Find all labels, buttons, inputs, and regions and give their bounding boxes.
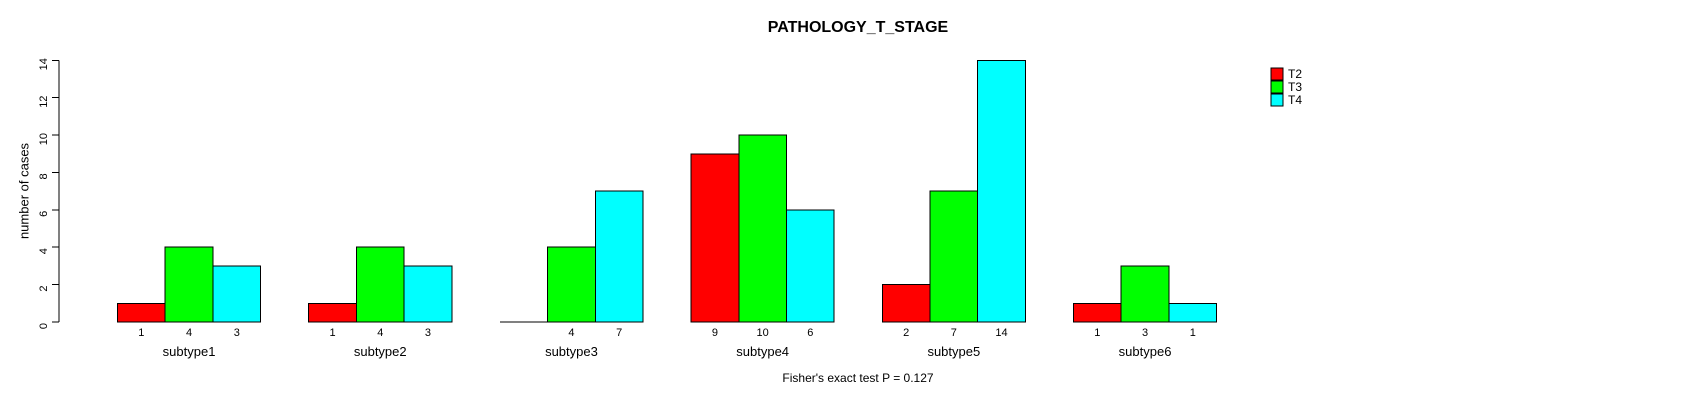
bar-value-label: 3 — [1142, 327, 1148, 339]
bar-t4-subtype2 — [403, 265, 453, 323]
bar-t3-subtype2 — [355, 246, 405, 323]
bar-value-label: 14 — [995, 327, 1007, 339]
chart-title: PATHOLOGY_T_STAGE — [767, 19, 949, 36]
category-label-subtype3: subtype3 — [545, 344, 598, 359]
bar-value-label: 6 — [807, 327, 813, 339]
bar-t3-subtype4 — [738, 134, 787, 323]
bar-value-label: 1 — [1190, 327, 1196, 339]
bar-t3-subtype6 — [1120, 265, 1170, 323]
bar-value-label: 4 — [568, 327, 574, 339]
legend-label-t3: T3 — [1288, 80, 1302, 94]
bar-t2-subtype5 — [881, 284, 931, 323]
bar-t2-subtype4 — [690, 153, 740, 323]
category-label-subtype5: subtype5 — [927, 344, 980, 359]
bar-value-label: 4 — [377, 327, 383, 339]
fisher-test-annotation: Fisher's exact test P = 0.127 — [782, 371, 934, 385]
bar-value-label: 3 — [425, 327, 431, 339]
bar-t2-subtype1 — [117, 302, 166, 323]
category-label-subtype6: subtype6 — [1119, 344, 1172, 359]
bar-value-label: 2 — [903, 327, 909, 339]
bar-value-label: 7 — [616, 327, 622, 339]
y-tick-label: 14 — [38, 58, 50, 70]
legend-label-t2: T2 — [1288, 67, 1302, 81]
bar-t4-subtype4 — [786, 209, 835, 323]
bar-t4-subtype3 — [594, 190, 644, 323]
bar-t3-subtype3 — [547, 246, 596, 323]
y-tick-label: 10 — [38, 133, 50, 145]
bar-value-label: 1 — [329, 327, 335, 339]
category-label-subtype2: subtype2 — [354, 344, 407, 359]
legend-swatch-t2 — [1270, 67, 1284, 81]
legend-label-t4: T4 — [1288, 93, 1302, 107]
bar-value-label: 10 — [757, 327, 769, 339]
category-label-subtype4: subtype4 — [736, 344, 789, 359]
bar-value-label: 1 — [138, 327, 144, 339]
y-tick-label: 6 — [38, 211, 50, 217]
y-tick-label: 2 — [38, 286, 50, 292]
category-label-subtype1: subtype1 — [163, 344, 216, 359]
legend-swatch-t3 — [1270, 80, 1284, 94]
bar-t4-subtype1 — [212, 265, 262, 323]
bar-value-label: 9 — [712, 327, 718, 339]
y-tick-label: 12 — [38, 96, 50, 108]
bar-t3-subtype5 — [929, 190, 979, 323]
bar-t2-subtype2 — [308, 302, 357, 323]
y-tick-label: 4 — [38, 248, 50, 254]
y-tick-label: 0 — [38, 323, 50, 329]
bar-value-label: 7 — [951, 327, 957, 339]
legend-swatch-t4 — [1270, 93, 1284, 107]
y-tick-label: 8 — [38, 173, 50, 179]
bar-t3-subtype1 — [164, 246, 214, 323]
bar-value-label: 3 — [234, 327, 240, 339]
bar-value-label: 1 — [1094, 327, 1100, 339]
bar-t4-subtype5 — [977, 59, 1026, 323]
bar-t2-subtype6 — [1073, 302, 1122, 323]
bar-value-label: 4 — [186, 327, 192, 339]
bar-t4-subtype6 — [1168, 302, 1218, 323]
